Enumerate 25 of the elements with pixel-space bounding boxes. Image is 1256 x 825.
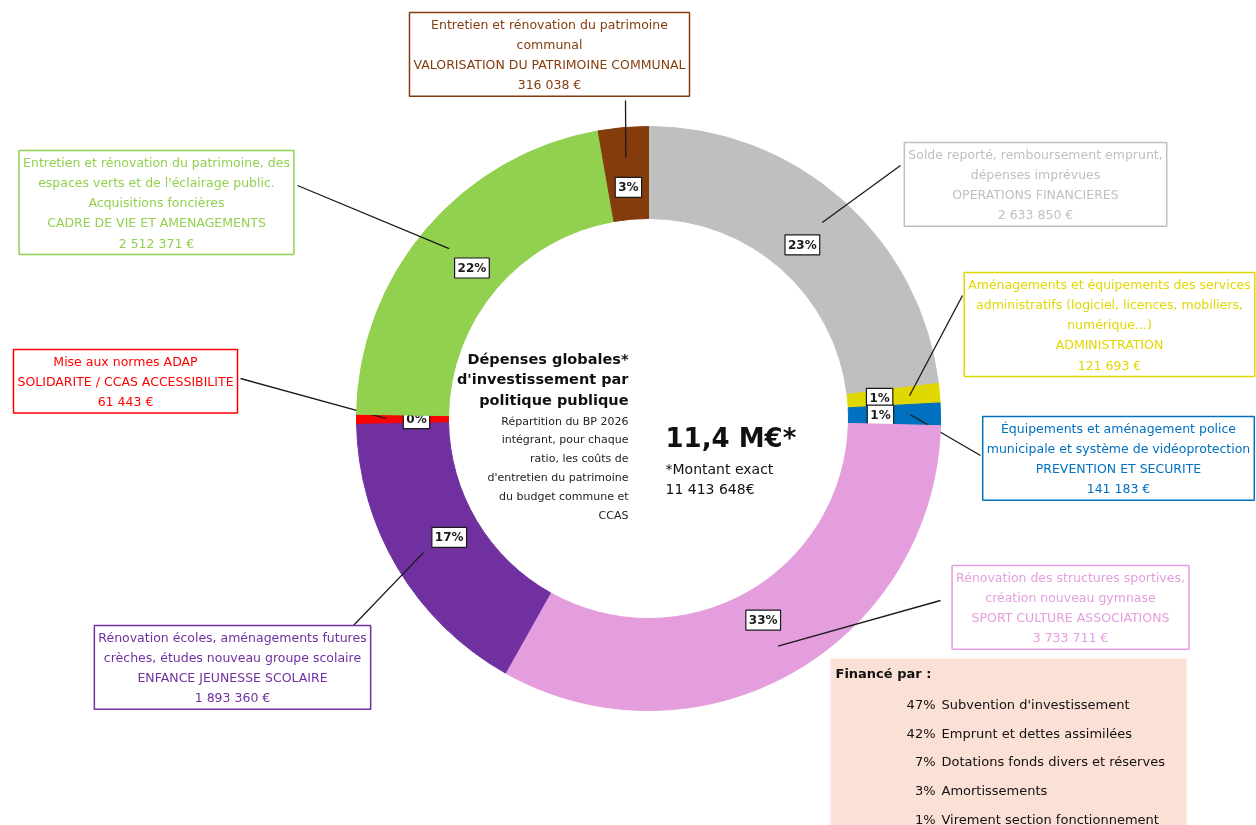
data-label: 22% [457, 260, 487, 275]
text: 11,4 M€* [665, 422, 797, 453]
slice-label: Entretien et rénovation du patrimoine communal VALORISATION DU PATRIMOINE COMMUNAL 316 038 € [413, 16, 686, 93]
text: 1% Virement section fonctionnement [914, 811, 1159, 825]
text: Financé par : [835, 666, 932, 681]
data-label: 3% [618, 180, 639, 195]
slice-label: Mise aux normes ADAP SOLIDARITE / CCAS ACCESSIBILITE 61 443 € [17, 353, 234, 409]
slice-label: Entretien et rénovation du patrimoine, des espaces verts et de l'éclairage public. Acquisitions foncières CADRE DE VIE ET AMENAGEMENTS 2 512 371 € [23, 154, 290, 251]
slice-label: Solde reporté, remboursement emprunt, dépenses imprévues OPERATIONS FINANCIERES 2 633 850 € [908, 146, 1163, 223]
data-label: 1% [870, 408, 891, 423]
text: 3% Amortissements [914, 783, 1048, 799]
text: 42% Emprunt et dettes assimilées [906, 725, 1133, 741]
text: 7% Dotations fonds divers et réserves [914, 754, 1166, 770]
data-label: 17% [434, 530, 464, 545]
slice-label: Équipements et aménagement police municipale et système de vidéoprotection PREVENTION ET SECURITE 141 183 € [986, 420, 1251, 497]
text: *Montant exact 11 413 648€ [665, 460, 774, 498]
slice-label: Rénovation écoles, aménagements futures crèches, études nouveau groupe scolaire ENFANCE JEUNESSE SCOLAIRE 1 893 360 € [98, 629, 367, 706]
data-label: 33% [748, 613, 778, 628]
data-label: 1% [869, 391, 890, 406]
text: Dépenses globales* d'investissement par politique publique [456, 350, 630, 409]
text: 47% Subvention d'investissement [906, 697, 1130, 712]
slice-label: Rénovation des structures sportives, création nouveau gymnase SPORT CULTURE ASSOCIATIONS 3 733 711 € [956, 569, 1185, 646]
data-label: 23% [788, 237, 817, 252]
text: Répartition du BP 2026 intégrant, pour chaque ratio, les coûts de d'entretien du patrimoine du budget commune et CCAS [487, 414, 630, 522]
slice-label: Aménagements et équipements des services administratifs (logiciel, licences, mobiliers, numérique...) ADMINISTRATION 121 693 € [968, 276, 1251, 373]
